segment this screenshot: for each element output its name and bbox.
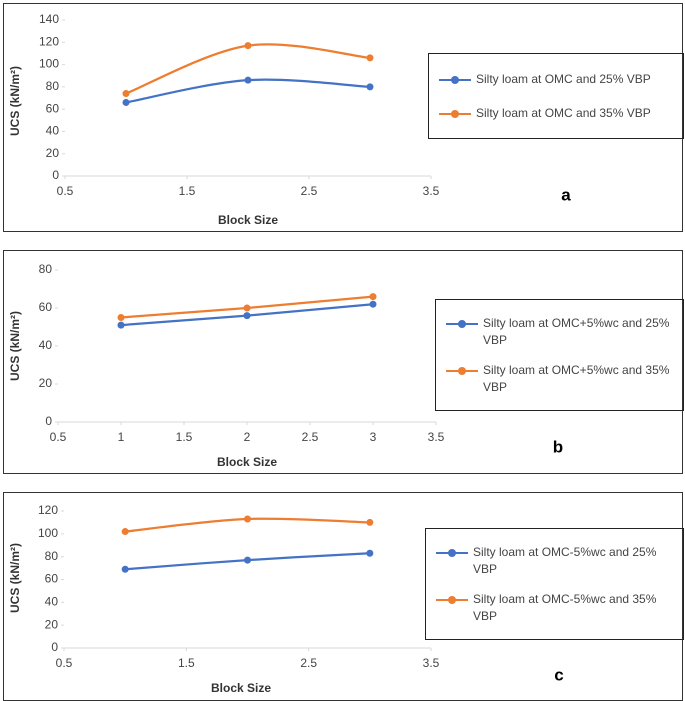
y-axis-label: UCS (kN/m²)	[8, 543, 22, 613]
x-tick-label: 0.5	[56, 656, 73, 670]
data-point	[244, 556, 251, 564]
chart-panel: 0 20 40 60 80 0.5 1 1.5 2 2.5 3 3.5 Block Size UCS (k…	[3, 250, 684, 474]
legend-entry: Silty loam at OMC and 35% VBP	[439, 105, 675, 122]
chart: 0 20 40 60 80 100 120 140 0.5 1.5 2.5 3.5 Block Size…	[8, 12, 571, 227]
y-tick-label: 100	[39, 57, 59, 71]
x-axis-label: Block Size	[218, 213, 278, 227]
y-tick-label: 80	[46, 79, 60, 93]
x-tick-label: 2.5	[302, 430, 319, 444]
data-point	[369, 300, 377, 308]
x-tick-label: 1.5	[178, 656, 195, 670]
data-point	[366, 549, 374, 557]
legend-label: Silty loam at OMC+5%wc and 25% VBP	[483, 315, 670, 347]
y-tick-label: 40	[45, 595, 59, 609]
data-point	[117, 314, 125, 321]
y-tick-label: 0	[51, 640, 58, 654]
legend-swatch	[436, 591, 468, 608]
legend-entry: Silty loam at OMC-5%wc and 25% VBP	[436, 544, 675, 578]
y-tick-label: 40	[46, 124, 60, 138]
legend-swatch	[436, 544, 468, 561]
legend-label: Silty loam at OMC-5%wc and 35% VBP	[473, 591, 657, 623]
x-tick-label: 1.5	[179, 184, 196, 198]
y-tick-label: 20	[45, 617, 59, 631]
chart: 0 20 40 60 80 100 120 0.5 1.5 2.5 3.5 Block Size UCS…	[8, 503, 564, 695]
legend-label: Silty loam at OMC and 35% VBP	[476, 105, 651, 120]
legend-entry: Silty loam at OMC+5%wc and 35% VBP	[446, 362, 675, 396]
legend-swatch	[446, 362, 478, 379]
x-tick-label: 3.5	[423, 656, 440, 670]
y-tick-label: 20	[46, 146, 60, 160]
data-point	[122, 90, 130, 98]
chart-panel: 0 20 40 60 80 100 120 140 0.5 1.5 2.5 3.5 Block Size…	[3, 3, 684, 232]
data-point	[244, 515, 251, 523]
y-tick-label: 80	[45, 549, 59, 563]
y-tick-label: 20	[39, 376, 53, 390]
data-point	[121, 565, 129, 573]
x-tick-label: 3.5	[428, 430, 445, 444]
x-axis-label: Block Size	[211, 681, 271, 695]
y-tick-label: 100	[38, 526, 58, 540]
chart: 0 20 40 60 80 0.5 1 1.5 2 2.5 3 3.5 Block Size UCS (k…	[8, 262, 563, 469]
series-line	[125, 43, 371, 95]
panel-label: a	[561, 185, 571, 204]
y-tick-label: 0	[52, 168, 59, 182]
data-point	[244, 76, 252, 84]
data-point	[121, 528, 129, 536]
legend-label: Silty loam at OMC+5%wc and 35% VBP	[483, 362, 670, 394]
y-tick-label: 40	[39, 338, 53, 352]
y-axis-label: UCS (kN/m²)	[8, 66, 22, 136]
x-tick-label: 2	[244, 430, 251, 444]
panel-label: c	[554, 665, 563, 684]
legend-entry: Silty loam at OMC-5%wc and 35% VBP	[436, 591, 675, 625]
y-tick-label: 60	[45, 572, 59, 586]
x-tick-label: 0.5	[50, 430, 67, 444]
y-tick-label: 60	[39, 300, 53, 314]
legend: Silty loam at OMC and 25% VBP Silty loam …	[428, 53, 684, 139]
data-point	[244, 42, 252, 50]
y-tick-label: 120	[39, 34, 59, 48]
data-point	[366, 518, 374, 526]
x-axis-label: Block Size	[217, 455, 277, 469]
legend: Silty loam at OMC-5%wc and 25% VBP Silty …	[425, 528, 684, 640]
x-tick-label: 2.5	[300, 656, 317, 670]
x-tick-label: 1.5	[176, 430, 193, 444]
data-point	[243, 304, 251, 312]
data-point	[122, 98, 130, 106]
legend-entry: Silty loam at OMC and 25% VBP	[439, 71, 675, 88]
chart-panel: 0 20 40 60 80 100 120 0.5 1.5 2.5 3.5 Block Size UCS…	[3, 492, 684, 701]
data-point	[117, 321, 125, 329]
legend-swatch	[439, 105, 471, 122]
x-tick-label: 0.5	[57, 184, 74, 198]
x-tick-label: 3.5	[423, 184, 440, 198]
x-tick-label: 1	[118, 430, 125, 444]
y-tick-label: 60	[46, 101, 60, 115]
y-tick-label: 120	[38, 503, 58, 517]
panel-label: b	[553, 437, 563, 456]
y-axis-label: UCS (kN/m²)	[8, 311, 22, 381]
data-point	[366, 54, 374, 62]
x-tick-label: 2.5	[301, 184, 318, 198]
y-tick-label: 140	[39, 12, 59, 26]
data-point	[366, 83, 374, 91]
legend-label: Silty loam at OMC and 25% VBP	[476, 71, 651, 86]
y-tick-label: 80	[39, 262, 53, 276]
legend: Silty loam at OMC+5%wc and 25% VBP Silty …	[435, 299, 684, 411]
x-tick-label: 3	[370, 430, 377, 444]
data-point	[243, 312, 251, 320]
y-tick-label: 0	[45, 414, 52, 428]
legend-swatch	[439, 71, 471, 88]
legend-entry: Silty loam at OMC+5%wc and 25% VBP	[446, 315, 675, 349]
legend-swatch	[446, 315, 478, 332]
legend-label: Silty loam at OMC-5%wc and 25% VBP	[473, 544, 657, 576]
data-point	[369, 293, 377, 301]
